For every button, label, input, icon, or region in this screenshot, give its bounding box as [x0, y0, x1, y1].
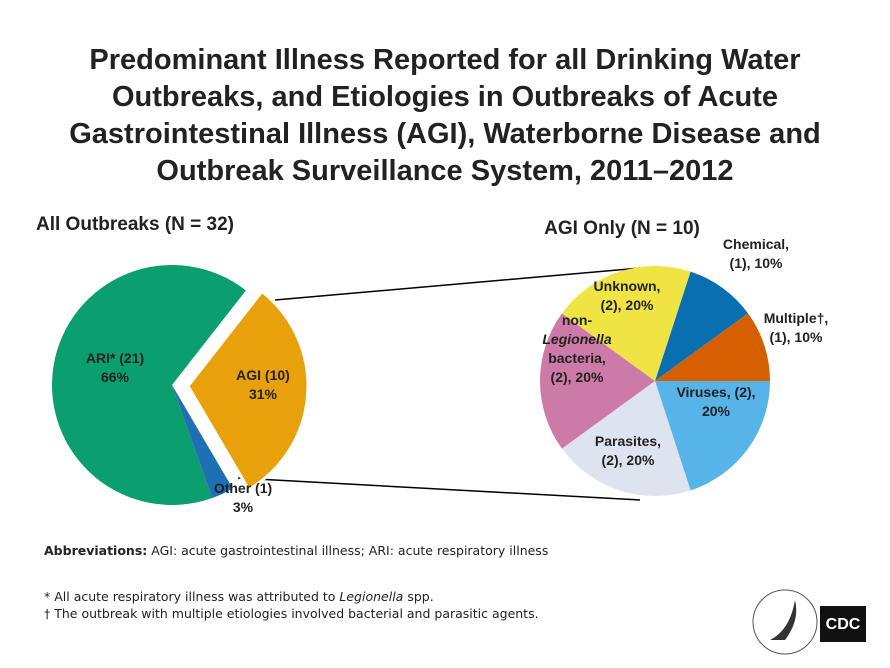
label-line: Unknown, — [594, 278, 661, 294]
label-line: 31% — [249, 386, 278, 402]
abbreviations: Abbreviations: AGI: acute gastrointestin… — [44, 543, 548, 558]
pie-title: All Outbreaks (N = 32) — [36, 214, 234, 235]
label-line: ARI* (21) — [86, 350, 144, 366]
connector — [274, 267, 641, 301]
label-line: non- — [562, 312, 593, 328]
footnote-part: spp. — [403, 589, 434, 604]
label-line: (2), 20% — [602, 452, 655, 468]
label-line: Multiple†, — [764, 310, 829, 326]
pie-slice — [52, 265, 246, 506]
slice-label: Parasites, (2), 20% — [595, 433, 661, 468]
label-line: Parasites, — [595, 433, 661, 449]
label-line: Viruses, (2), — [676, 384, 755, 400]
slice-label: Unknown, (2), 20% — [594, 278, 661, 313]
title: Predominant Illness Reported for all Dri… — [20, 42, 870, 190]
label-line: 66% — [101, 369, 130, 385]
slice-label: non- Legionella bacteria, (2), 20% — [542, 312, 611, 385]
title-line: Gastrointestinal Illness (AGI), Waterbor… — [69, 118, 821, 150]
pie-slice — [172, 385, 233, 499]
label-line: AGI (10) — [236, 367, 290, 383]
abbreviations-text: AGI: acute gastrointestinal illness; ARI… — [147, 543, 549, 558]
slice-label: Multiple†, (1), 10% — [764, 310, 829, 345]
footnote-part: Legionella — [339, 589, 404, 604]
logo-text: CDC — [826, 616, 861, 633]
title-line: Outbreaks, and Etiologies in Outbreaks o… — [111, 81, 779, 113]
slice-label: ARI* (21) 66% — [86, 350, 144, 385]
pie-slice — [655, 381, 770, 491]
label-line: Legionella — [542, 331, 611, 347]
pie-slice — [561, 266, 691, 381]
hhs-logo — [752, 589, 818, 655]
label-line: (2), 20% — [551, 369, 604, 385]
slice-label: Chemical, (1), 10% — [723, 236, 789, 271]
slice-label: Viruses, (2), 20% — [676, 384, 755, 419]
label-line: (1), 10% — [770, 329, 823, 345]
pie-slice — [540, 313, 655, 449]
label-line: Chemical, — [723, 236, 789, 252]
footnote: * All acute respiratory illness was attr… — [44, 588, 548, 605]
title-line: Predominant Illness Reported for all Dri… — [89, 44, 801, 76]
footnote: † The outbreak with multiple etiologies … — [44, 605, 548, 622]
pie-slice — [655, 271, 749, 381]
slice-label: Other (1) 3% — [214, 480, 272, 515]
footnote-part: * All acute respiratory illness was attr… — [44, 589, 340, 604]
label-line: 20% — [702, 403, 731, 419]
footnote-part: † The outbreak with multiple etiologies … — [44, 606, 539, 621]
slice-label: AGI (10) 31% — [236, 367, 290, 402]
notes: Abbreviations: AGI: acute gastrointestin… — [44, 543, 548, 622]
pie-slice — [655, 313, 770, 381]
title-line: Outbreak Surveillance System, 2011–2012 — [156, 155, 734, 187]
label-line: (2), 20% — [601, 297, 654, 313]
label-line: Other (1) — [214, 480, 272, 496]
pie-title: AGI Only (N = 10) — [544, 218, 700, 239]
label-line: 3% — [233, 499, 254, 515]
connector — [237, 477, 641, 501]
pie-slice — [561, 381, 691, 496]
label-line: (1), 10% — [730, 255, 783, 271]
cdc-logo: CDC — [820, 606, 866, 642]
abbreviations-label: Abbreviations: — [44, 543, 148, 558]
label-line: bacteria, — [548, 350, 606, 366]
pie-slice — [186, 289, 310, 492]
